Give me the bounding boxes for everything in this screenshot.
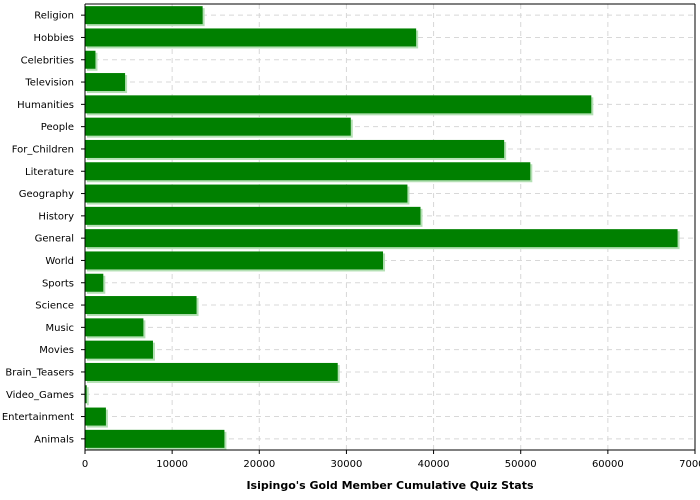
y-tick-label: Sports bbox=[42, 278, 74, 289]
y-tick-label: Hobbies bbox=[34, 33, 74, 44]
y-tick-label: Humanities bbox=[17, 100, 74, 111]
bar-video-games bbox=[85, 385, 87, 404]
bar-literature bbox=[85, 162, 531, 181]
bar-geography bbox=[85, 184, 408, 203]
x-tick-label: 50000 bbox=[505, 459, 537, 470]
y-tick-label: Geography bbox=[19, 189, 74, 200]
y-tick-label: Celebrities bbox=[21, 55, 74, 66]
y-tick-label: Science bbox=[35, 301, 74, 312]
x-tick-label: 70000 bbox=[679, 459, 700, 470]
bar-for-children bbox=[85, 139, 505, 158]
y-tick-label: World bbox=[45, 256, 74, 267]
y-tick-label: General bbox=[35, 234, 74, 245]
bar-music bbox=[85, 318, 144, 337]
grid bbox=[85, 4, 696, 450]
axes bbox=[81, 3, 696, 454]
x-tick-label: 60000 bbox=[592, 459, 624, 470]
x-tick-label: 30000 bbox=[331, 459, 363, 470]
y-tick-label: Religion bbox=[34, 11, 74, 22]
y-tick-label: History bbox=[38, 211, 74, 222]
bars bbox=[85, 6, 680, 450]
tick-labels: Religion Hobbies Celebrities Television Huma… bbox=[2, 11, 700, 470]
bar-movies bbox=[85, 340, 153, 359]
bar-brain-teasers bbox=[85, 362, 338, 381]
bar-hobbies bbox=[85, 28, 417, 47]
x-axis-title: Isipingo's Gold Member Cumulative Quiz S… bbox=[246, 479, 534, 492]
bar-science bbox=[85, 296, 197, 315]
x-tick-label: 0 bbox=[82, 459, 88, 470]
y-tick-label: Television bbox=[24, 78, 74, 89]
y-tick-label: Entertainment bbox=[2, 412, 74, 423]
bar-entertainment bbox=[85, 407, 106, 426]
y-tick-label: Brain_Teasers bbox=[5, 367, 74, 378]
bar-world bbox=[85, 251, 384, 270]
bar-general bbox=[85, 229, 678, 248]
y-tick-label: Music bbox=[46, 323, 74, 334]
x-tick-label: 20000 bbox=[243, 459, 275, 470]
bar-history bbox=[85, 206, 421, 225]
bar-sports bbox=[85, 273, 104, 292]
bar-celebrities bbox=[85, 50, 96, 69]
bar-people bbox=[85, 117, 351, 136]
y-tick-label: Movies bbox=[39, 345, 74, 356]
bar-shadow bbox=[87, 387, 89, 406]
bar-animals bbox=[85, 429, 225, 448]
x-tick-label: 10000 bbox=[156, 459, 188, 470]
y-tick-label: Video_Games bbox=[6, 390, 74, 401]
bar-humanities bbox=[85, 95, 592, 114]
x-tick-label: 40000 bbox=[418, 459, 450, 470]
y-tick-label: People bbox=[41, 122, 74, 133]
y-tick-label: For_Children bbox=[12, 144, 74, 155]
y-tick-label: Literature bbox=[25, 167, 74, 178]
bar-religion bbox=[85, 6, 203, 25]
bar-television bbox=[85, 73, 126, 92]
y-tick-label: Animals bbox=[34, 434, 74, 445]
